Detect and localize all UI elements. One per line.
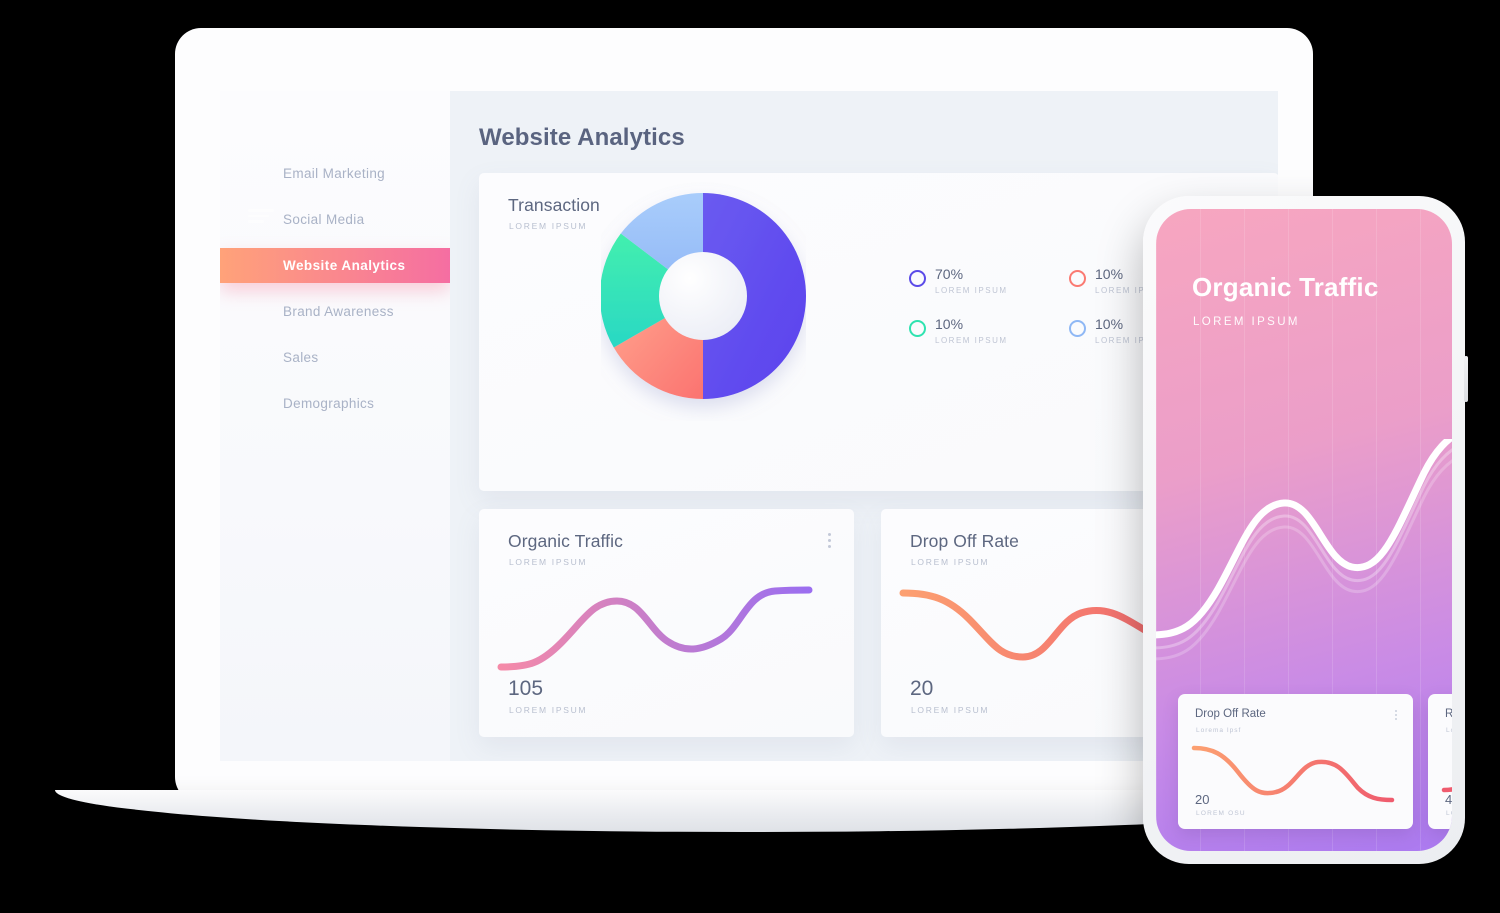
sidebar-item-social-media[interactable]: Social Media bbox=[283, 212, 365, 227]
legend-dot-icon bbox=[909, 270, 926, 287]
donut-legend: 70% LOREM IPSUM 10% LOREM IPSUM bbox=[909, 267, 1249, 345]
card-organic-traffic: Organic Traffic LOREM IPSUM bbox=[479, 509, 854, 737]
kebab-menu-icon[interactable] bbox=[1395, 710, 1397, 722]
card-title: Re bbox=[1445, 708, 1452, 720]
card-value: 4 bbox=[1445, 792, 1452, 807]
card-value: 105 bbox=[508, 677, 544, 700]
legend-dot-icon bbox=[1069, 270, 1086, 287]
sidebar-item-brand-awareness[interactable]: Brand Awareness bbox=[283, 304, 394, 319]
phone-screen: Organic Traffic LOREM IPSUM Drop Off Rat… bbox=[1156, 209, 1452, 851]
donut-chart-svg bbox=[599, 192, 806, 399]
card-title: Drop Off Rate bbox=[910, 531, 1019, 551]
sidebar-item-website-analytics[interactable]: Website Analytics bbox=[220, 248, 450, 283]
legend-label: LOREM IPSUM bbox=[1095, 336, 1168, 345]
card-subtitle: LOREM IPSUM bbox=[509, 221, 588, 231]
legend-label: LOREM IPSUM bbox=[1095, 286, 1168, 295]
card-subtitle: LOREM IPSUM bbox=[509, 557, 588, 567]
card-title: Transaction bbox=[508, 195, 600, 215]
legend-dot-icon bbox=[1069, 320, 1086, 337]
laptop-screen: Email Marketing Social Media Website Ana… bbox=[220, 91, 1278, 761]
kebab-menu-icon[interactable] bbox=[828, 533, 832, 551]
donut-hole bbox=[659, 252, 747, 340]
hamburger-line bbox=[248, 209, 274, 212]
kebab-dot bbox=[828, 545, 831, 548]
kebab-dot bbox=[828, 539, 831, 542]
card-value-subtitle: LOREM IPSUM bbox=[509, 705, 588, 715]
legend-label: LOREM IPSUM bbox=[935, 336, 1008, 345]
main-content: Website Analytics Transaction LOREM IPSU… bbox=[450, 91, 1278, 761]
card-subtitle: Lorema Ipsf bbox=[1196, 727, 1242, 734]
sidebar: Email Marketing Social Media Website Ana… bbox=[220, 91, 451, 761]
sidebar-nav: Email Marketing Social Media Website Ana… bbox=[220, 156, 450, 432]
phone-card-drop-off-rate: Drop Off Rate Lorema Ipsf 20 LOREM OSU bbox=[1178, 694, 1413, 829]
card-title: Drop Off Rate bbox=[1195, 708, 1266, 720]
legend-value: 10% bbox=[1095, 316, 1124, 332]
sidebar-item-sales[interactable]: Sales bbox=[283, 350, 319, 365]
card-value: 20 bbox=[1195, 792, 1210, 807]
hamburger-line bbox=[248, 220, 264, 223]
card-value-subtitle: LOREM IPSUM bbox=[911, 705, 990, 715]
phone-drop-off-line-chart bbox=[1191, 745, 1395, 803]
kebab-dot bbox=[828, 533, 831, 536]
kebab-dot bbox=[1395, 714, 1397, 716]
kebab-dot bbox=[1395, 710, 1397, 712]
legend-item[interactable]: 10% LOREM IPSUM bbox=[1069, 267, 1219, 295]
phone-mockup: Organic Traffic LOREM IPSUM Drop Off Rat… bbox=[1143, 196, 1468, 864]
phone-area-chart bbox=[1156, 439, 1452, 661]
legend-value: 70% bbox=[935, 266, 964, 282]
laptop-mockup: Email Marketing Social Media Website Ana… bbox=[175, 28, 1313, 803]
hamburger-line bbox=[248, 214, 269, 217]
phone-subtitle: LOREM IPSUM bbox=[1193, 316, 1300, 328]
card-value: 20 bbox=[910, 677, 934, 700]
phone-side-button[interactable] bbox=[1464, 356, 1468, 402]
sidebar-item-demographics[interactable]: Demographics bbox=[283, 396, 375, 411]
sidebar-item-email-marketing[interactable]: Email Marketing bbox=[283, 166, 386, 181]
phone-card-secondary: Re Lor 4 LO bbox=[1428, 694, 1452, 829]
legend-dot-icon bbox=[909, 320, 926, 337]
legend-value: 10% bbox=[1095, 266, 1124, 282]
legend-item[interactable]: 10% LOREM IPSUM bbox=[909, 317, 1059, 345]
kebab-dot bbox=[1395, 718, 1397, 720]
donut-slice-purple bbox=[703, 193, 806, 399]
legend-label: LOREM IPSUM bbox=[935, 286, 1008, 295]
card-value-subtitle: LO bbox=[1446, 810, 1452, 817]
phone-title: Organic Traffic bbox=[1192, 272, 1379, 302]
card-subtitle: Lor bbox=[1446, 727, 1452, 734]
legend-value: 10% bbox=[935, 316, 964, 332]
page-title: Website Analytics bbox=[479, 124, 685, 151]
card-title: Organic Traffic bbox=[508, 531, 623, 551]
donut-slice-teal bbox=[599, 233, 703, 348]
legend-item[interactable]: 70% LOREM IPSUM bbox=[909, 267, 1059, 295]
card-subtitle: LOREM IPSUM bbox=[911, 557, 990, 567]
donut-chart bbox=[599, 181, 806, 421]
card-value-subtitle: LOREM OSU bbox=[1196, 810, 1246, 817]
hamburger-icon[interactable] bbox=[248, 209, 274, 223]
organic-traffic-line-chart bbox=[497, 586, 813, 671]
legend-item[interactable]: 10% LOREM IPSUM bbox=[1069, 317, 1219, 345]
